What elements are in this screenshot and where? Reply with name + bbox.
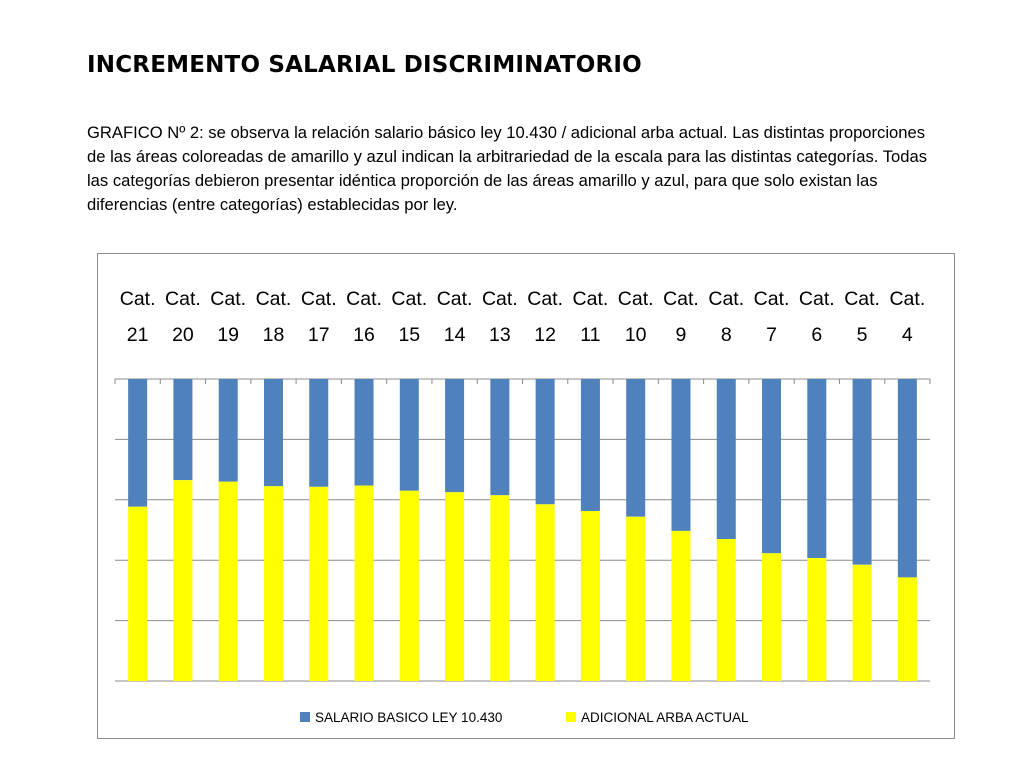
bar-adicional-arba xyxy=(671,530,691,681)
legend-label: ADICIONAL ARBA ACTUAL xyxy=(581,710,749,725)
bar-adicional-arba xyxy=(852,564,872,681)
category-label-line1: Cat. xyxy=(754,288,790,310)
bar-salario-basico xyxy=(263,379,283,487)
bar-salario-basico xyxy=(762,379,782,554)
category-label-line1: Cat. xyxy=(346,288,382,310)
legend-swatch xyxy=(300,712,310,722)
category-label-line2: 5 xyxy=(857,324,868,346)
category-label-line2: 7 xyxy=(766,324,777,346)
category-label-line2: 8 xyxy=(721,324,732,346)
bar-salario-basico xyxy=(626,379,646,517)
category-label-line2: 21 xyxy=(127,324,149,346)
category-label-line1: Cat. xyxy=(301,288,337,310)
category-label-line1: Cat. xyxy=(663,288,699,310)
slide-description: GRAFICO Nº 2: se observa la relación sal… xyxy=(87,123,928,214)
category-label-line1: Cat. xyxy=(618,288,654,310)
bar-salario-basico xyxy=(716,379,736,540)
category-label-line1: Cat. xyxy=(708,288,744,310)
stacked-bar-chart: Cat. 21 Cat. 20 Cat. 19 Cat. 18 Cat. 17 Cat. 16 Cat.… xyxy=(114,288,931,725)
bar-adicional-arba xyxy=(807,558,827,681)
category-label-line2: 6 xyxy=(811,324,822,346)
slide-title: INCREMENTO SALARIAL DISCRIMINATORIO xyxy=(87,52,642,78)
category-label-line2: 20 xyxy=(172,324,194,346)
bar-salario-basico xyxy=(128,379,148,507)
bar-salario-basico xyxy=(852,379,872,565)
bar-adicional-arba xyxy=(445,492,465,681)
bar-salario-basico xyxy=(445,379,465,493)
category-label-line1: Cat. xyxy=(889,288,925,310)
bar-salario-basico xyxy=(354,379,374,486)
category-label-line2: 19 xyxy=(217,324,239,346)
bar-salario-basico xyxy=(807,379,827,559)
bar-adicional-arba xyxy=(218,481,238,681)
category-label-line2: 10 xyxy=(625,324,647,346)
bar-adicional-arba xyxy=(173,480,193,681)
bar-salario-basico xyxy=(671,379,691,531)
category-label-line1: Cat. xyxy=(210,288,246,310)
bar-salario-basico xyxy=(399,379,419,491)
bar-salario-basico xyxy=(309,379,329,487)
category-label-line2: 11 xyxy=(580,324,600,346)
category-label-line2: 14 xyxy=(444,324,466,346)
bar-salario-basico xyxy=(218,379,238,482)
legend-swatch xyxy=(566,712,576,722)
category-label-line2: 4 xyxy=(902,324,913,346)
bar-adicional-arba xyxy=(535,504,555,681)
bar-salario-basico xyxy=(897,379,917,578)
bar-salario-basico xyxy=(535,379,555,505)
bar-adicional-arba xyxy=(309,486,329,681)
category-label-line1: Cat. xyxy=(527,288,563,310)
bar-adicional-arba xyxy=(897,577,917,681)
category-label-line1: Cat. xyxy=(120,288,156,310)
bar-adicional-arba xyxy=(263,486,283,681)
bar-adicional-arba xyxy=(626,516,646,681)
category-label-line1: Cat. xyxy=(391,288,427,310)
bar-salario-basico xyxy=(173,379,193,481)
category-label-line2: 13 xyxy=(489,324,511,346)
category-label-line2: 12 xyxy=(534,324,556,346)
category-label-line2: 15 xyxy=(398,324,420,346)
bar-adicional-arba xyxy=(354,485,374,681)
bar-adicional-arba xyxy=(128,506,148,681)
category-label-line2: 16 xyxy=(353,324,375,346)
legend-label: SALARIO BASICO LEY 10.430 xyxy=(315,710,502,725)
bar-salario-basico xyxy=(580,379,600,511)
category-label-line2: 17 xyxy=(308,324,330,346)
bar-salario-basico xyxy=(490,379,510,496)
chart-frame: Cat. 21 Cat. 20 Cat. 19 Cat. 18 Cat. 17 Cat. 16 Cat.… xyxy=(97,253,955,739)
bar-adicional-arba xyxy=(399,490,419,681)
category-label-line1: Cat. xyxy=(165,288,201,310)
bar-adicional-arba xyxy=(580,510,600,681)
bar-adicional-arba xyxy=(716,539,736,681)
category-label-line1: Cat. xyxy=(799,288,835,310)
category-label-line2: 9 xyxy=(676,324,687,346)
category-label-line1: Cat. xyxy=(482,288,518,310)
category-label-line2: 18 xyxy=(263,324,285,346)
category-label-line1: Cat. xyxy=(844,288,880,310)
bar-adicional-arba xyxy=(762,553,782,681)
category-label-line1: Cat. xyxy=(256,288,292,310)
category-label-line1: Cat. xyxy=(573,288,609,310)
category-label-line1: Cat. xyxy=(437,288,473,310)
bar-adicional-arba xyxy=(490,495,510,681)
